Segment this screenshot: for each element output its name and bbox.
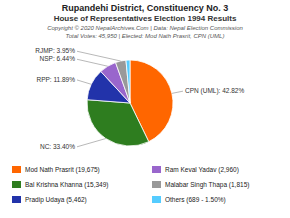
slice	[126, 60, 130, 103]
data-label: RJMP: 3.95%	[35, 47, 75, 54]
data-label: NC: 33.40%	[40, 143, 75, 150]
legend-entry: Mod Nath Prasrit (19,675)	[25, 166, 100, 174]
legend-swatch	[152, 196, 161, 203]
leader-line	[77, 51, 121, 61]
legend-entry: Ram Keval Yadav (2,960)	[165, 166, 239, 174]
chart: Rupandehi District, Constituency No. 3Ho…	[0, 0, 290, 218]
slice	[87, 100, 149, 146]
slice	[116, 60, 130, 103]
data-label: NSP: 6.44%	[40, 55, 76, 62]
annotation: Total Votes: 45,950 | Elected: Mod Nath …	[66, 33, 225, 39]
leader-line	[77, 80, 91, 84]
legend-swatch	[152, 166, 161, 173]
data-label: RPP: 11.89%	[36, 76, 75, 83]
legend-entry: Others (689 - 1.50%)	[165, 196, 226, 204]
legend: Mod Nath Prasrit (19,675) Bal Krishna Kha…	[12, 166, 249, 204]
title: Rupandehi District, Constituency No. 3	[62, 3, 229, 13]
annotation: Copyright © 2020 NepalArchives.Com | Dat…	[47, 25, 243, 31]
legend-swatch	[152, 181, 161, 188]
legend-swatch	[12, 166, 21, 173]
leader-line	[172, 91, 183, 93]
pie	[87, 60, 173, 146]
subtitle: House of Representatives Election 1994 R…	[54, 14, 237, 23]
legend-swatch	[12, 196, 21, 203]
leader-line	[77, 139, 106, 147]
leader-line	[77, 59, 108, 66]
data-label: CPN (UML): 42.82%	[185, 87, 244, 95]
legend-entry: Malabar Singh Thapa (1,815)	[165, 181, 249, 189]
legend-swatch	[12, 181, 21, 188]
legend-entry: Bal Krishna Khanna (15,349)	[25, 181, 108, 189]
legend-entry: Pradip Udaya (5,462)	[25, 196, 87, 204]
